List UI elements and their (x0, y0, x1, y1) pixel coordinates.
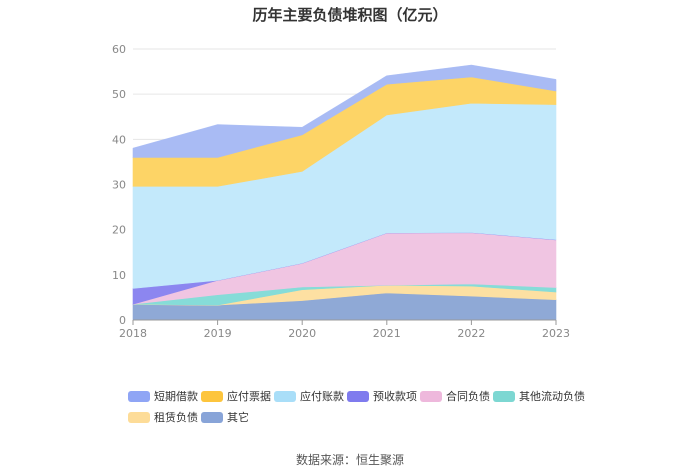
legend-label: 合同负债 (446, 390, 490, 403)
legend-label: 租赁负债 (154, 411, 198, 424)
x-tick-label: 2023 (542, 327, 570, 340)
x-tick-label: 2021 (373, 327, 401, 340)
x-tick-label: 2019 (204, 327, 232, 340)
x-tick-label: 2018 (119, 327, 147, 340)
chart-title: 历年主要负债堆积图（亿元） (252, 6, 448, 24)
area-series-group (132, 64, 557, 321)
legend-item[interactable]: 应付票据 (201, 388, 271, 404)
y-tick-label: 60 (112, 43, 126, 56)
y-tick-label: 20 (112, 224, 126, 237)
x-tick-label: 2022 (457, 327, 485, 340)
y-tick-label: 10 (112, 269, 126, 282)
legend-swatch (347, 390, 369, 402)
legend-swatch (201, 411, 223, 423)
y-tick-label: 30 (112, 179, 126, 192)
legend-item[interactable]: 其它 (201, 409, 249, 425)
axes: 0 10 20 30 40 50 60 2018 2019 2020 2021 2022 2023 (112, 43, 570, 340)
legend-label: 预收款项 (373, 390, 417, 403)
x-tick-label: 2020 (288, 327, 316, 340)
data-source: 数据来源：恒生聚源 (295, 453, 404, 467)
legend-swatch (201, 390, 223, 402)
y-tick-label: 50 (112, 88, 126, 101)
legend-item[interactable]: 其他流动负债 (493, 388, 585, 404)
legend-item[interactable]: 短期借款 (128, 388, 198, 404)
legend-item[interactable]: 租赁负债 (128, 409, 198, 425)
legend-swatch (128, 411, 150, 423)
legend-label: 短期借款 (154, 390, 198, 403)
y-tick-label: 40 (112, 133, 126, 146)
legend-item[interactable]: 应付账款 (274, 388, 344, 404)
legend-item[interactable]: 预收款项 (347, 388, 417, 404)
stacked-area-chart: 0 10 20 30 40 50 60 2018 2019 2020 2021 2022 2023 (112, 43, 570, 340)
legend-item[interactable]: 合同负债 (420, 388, 490, 404)
area-series-line (132, 64, 557, 149)
y-tick-label: 0 (119, 314, 126, 327)
legend-label: 应付账款 (300, 390, 344, 403)
legend-label: 应付票据 (227, 390, 271, 403)
legend-swatch (128, 390, 150, 402)
legend-label: 其它 (227, 411, 249, 424)
legend-swatch (420, 390, 442, 402)
legend-swatch (274, 390, 296, 402)
legend-swatch (493, 390, 515, 402)
legend-label: 其他流动负债 (519, 390, 585, 403)
